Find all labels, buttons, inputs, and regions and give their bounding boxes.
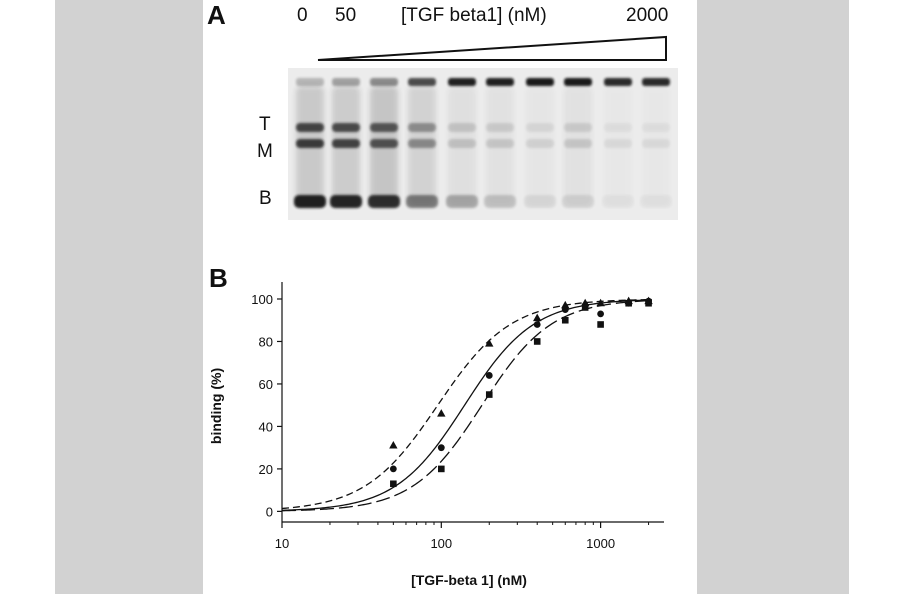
- band-m: [370, 139, 398, 148]
- fit-curve-triangle: [281, 298, 652, 510]
- band-m: [604, 139, 632, 148]
- data-point-square: [390, 480, 397, 488]
- gel-lane: [406, 78, 438, 208]
- data-point-circle: [485, 372, 493, 379]
- gel-lane: [484, 78, 516, 208]
- band-b: [406, 195, 438, 208]
- band-t: [642, 123, 670, 132]
- band-b: [294, 195, 326, 208]
- gel-lane: [294, 78, 326, 208]
- left-gray-margin: [55, 0, 203, 594]
- band-label-m: M: [257, 141, 273, 162]
- band-m: [486, 139, 514, 148]
- data-point-square: [597, 321, 604, 328]
- concentration-second-label: 50: [335, 5, 357, 26]
- panel-a-letter: A: [207, 0, 226, 30]
- y-tick-label: 40: [259, 419, 273, 434]
- band-b: [640, 195, 672, 208]
- band-b: [446, 195, 478, 208]
- gel-lane: [330, 78, 362, 208]
- gel-lane: [368, 78, 400, 208]
- data-point-square: [645, 299, 652, 307]
- x-axis-label: [TGF-beta 1] (nM): [411, 572, 527, 588]
- data-point-circle: [597, 310, 605, 318]
- fit-curve-square: [281, 299, 652, 512]
- band-b: [368, 195, 400, 208]
- data-point-square: [485, 391, 493, 398]
- data-point-square: [438, 465, 445, 473]
- band-t: [526, 123, 554, 132]
- concentration-end-label: 2000: [626, 5, 669, 26]
- band-t: [486, 123, 514, 132]
- data-point-square: [561, 316, 569, 324]
- data-point-circle: [437, 444, 445, 452]
- band-t: [370, 123, 398, 132]
- x-tick-label: 100: [430, 536, 452, 551]
- band-m: [564, 139, 592, 148]
- data-point-triangle: [561, 300, 570, 309]
- band-m: [296, 139, 324, 148]
- band-b: [524, 195, 556, 208]
- well-band: [486, 78, 514, 86]
- well-band: [332, 78, 360, 86]
- band-m: [448, 139, 476, 148]
- well-band: [642, 78, 670, 86]
- band-label-b: B: [259, 188, 272, 209]
- concentration-gradient-wedge: [317, 35, 667, 61]
- band-m: [526, 139, 554, 148]
- concentration-axis-label: [TGF beta1] (nM): [401, 5, 547, 26]
- band-t: [448, 123, 476, 132]
- concentration-start-label: 0: [297, 5, 308, 26]
- well-band: [604, 78, 632, 86]
- band-t: [332, 123, 360, 132]
- data-point-square: [625, 299, 632, 307]
- y-tick-label: 80: [259, 334, 273, 349]
- data-point-triangle: [437, 409, 446, 417]
- x-tick-label: 1000: [586, 536, 615, 551]
- y-axis-label: binding (%): [208, 368, 224, 444]
- band-t: [408, 123, 436, 132]
- fit-curve-circle: [281, 299, 652, 511]
- well-band: [296, 78, 324, 86]
- gel-lane: [640, 78, 672, 208]
- x-tick-label: 10: [275, 536, 289, 551]
- band-m: [642, 139, 670, 148]
- well-band: [526, 78, 554, 86]
- y-tick-label: 20: [259, 462, 273, 477]
- y-tick-label: 100: [251, 292, 273, 307]
- gel-lane: [562, 78, 594, 208]
- data-point-square: [533, 338, 541, 345]
- data-point-triangle: [533, 313, 542, 322]
- data-point-square: [581, 304, 589, 311]
- data-point-triangle: [389, 441, 398, 449]
- band-b: [602, 195, 634, 208]
- well-band: [370, 78, 398, 86]
- right-gray-margin: [697, 0, 849, 594]
- well-band: [408, 78, 436, 86]
- well-band: [448, 78, 476, 86]
- gel-image: [288, 68, 678, 220]
- band-t: [564, 123, 592, 132]
- panel-b-letter: B: [209, 263, 228, 293]
- y-tick-label: 0: [266, 504, 273, 519]
- gel-lane: [524, 78, 556, 208]
- data-point-triangle: [485, 339, 494, 347]
- band-m: [332, 139, 360, 148]
- data-point-circle: [389, 465, 397, 473]
- band-b: [484, 195, 516, 208]
- band-m: [408, 139, 436, 148]
- data-point-circle: [561, 306, 569, 314]
- y-tick-label: 60: [259, 377, 273, 392]
- data-point-circle: [533, 321, 541, 328]
- gel-lane: [446, 78, 478, 208]
- band-label-t: T: [259, 114, 271, 135]
- band-t: [604, 123, 632, 132]
- data-point-triangle: [596, 298, 605, 307]
- well-band: [564, 78, 592, 86]
- gel-lane: [602, 78, 634, 208]
- binding-curve-chart: 0 20 40 60 80 100 10 100 1000 binding (%) [TGF-b…: [208, 282, 664, 588]
- band-b: [330, 195, 362, 208]
- band-t: [296, 123, 324, 132]
- band-b: [562, 195, 594, 208]
